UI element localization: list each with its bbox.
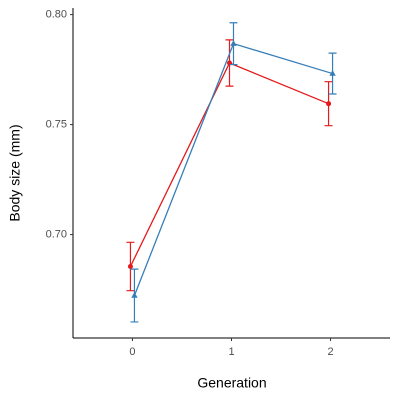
series-line — [133, 42, 333, 296]
point — [230, 40, 237, 46]
series-line — [129, 62, 329, 267]
y-tick-label: 0.75 — [46, 119, 67, 131]
x-tick-label: 0 — [129, 346, 135, 358]
y-axis-label: Body size (mm) — [7, 124, 23, 221]
y-tick-label: 0.80 — [46, 9, 67, 21]
x-tick-label: 2 — [328, 346, 334, 358]
y-tick-label: 0.70 — [46, 229, 67, 241]
point — [326, 101, 332, 107]
point — [131, 292, 138, 298]
point — [329, 70, 336, 76]
point — [127, 264, 133, 269]
x-axis-label: Generation — [197, 375, 266, 391]
x-tick-label: 1 — [228, 346, 234, 358]
